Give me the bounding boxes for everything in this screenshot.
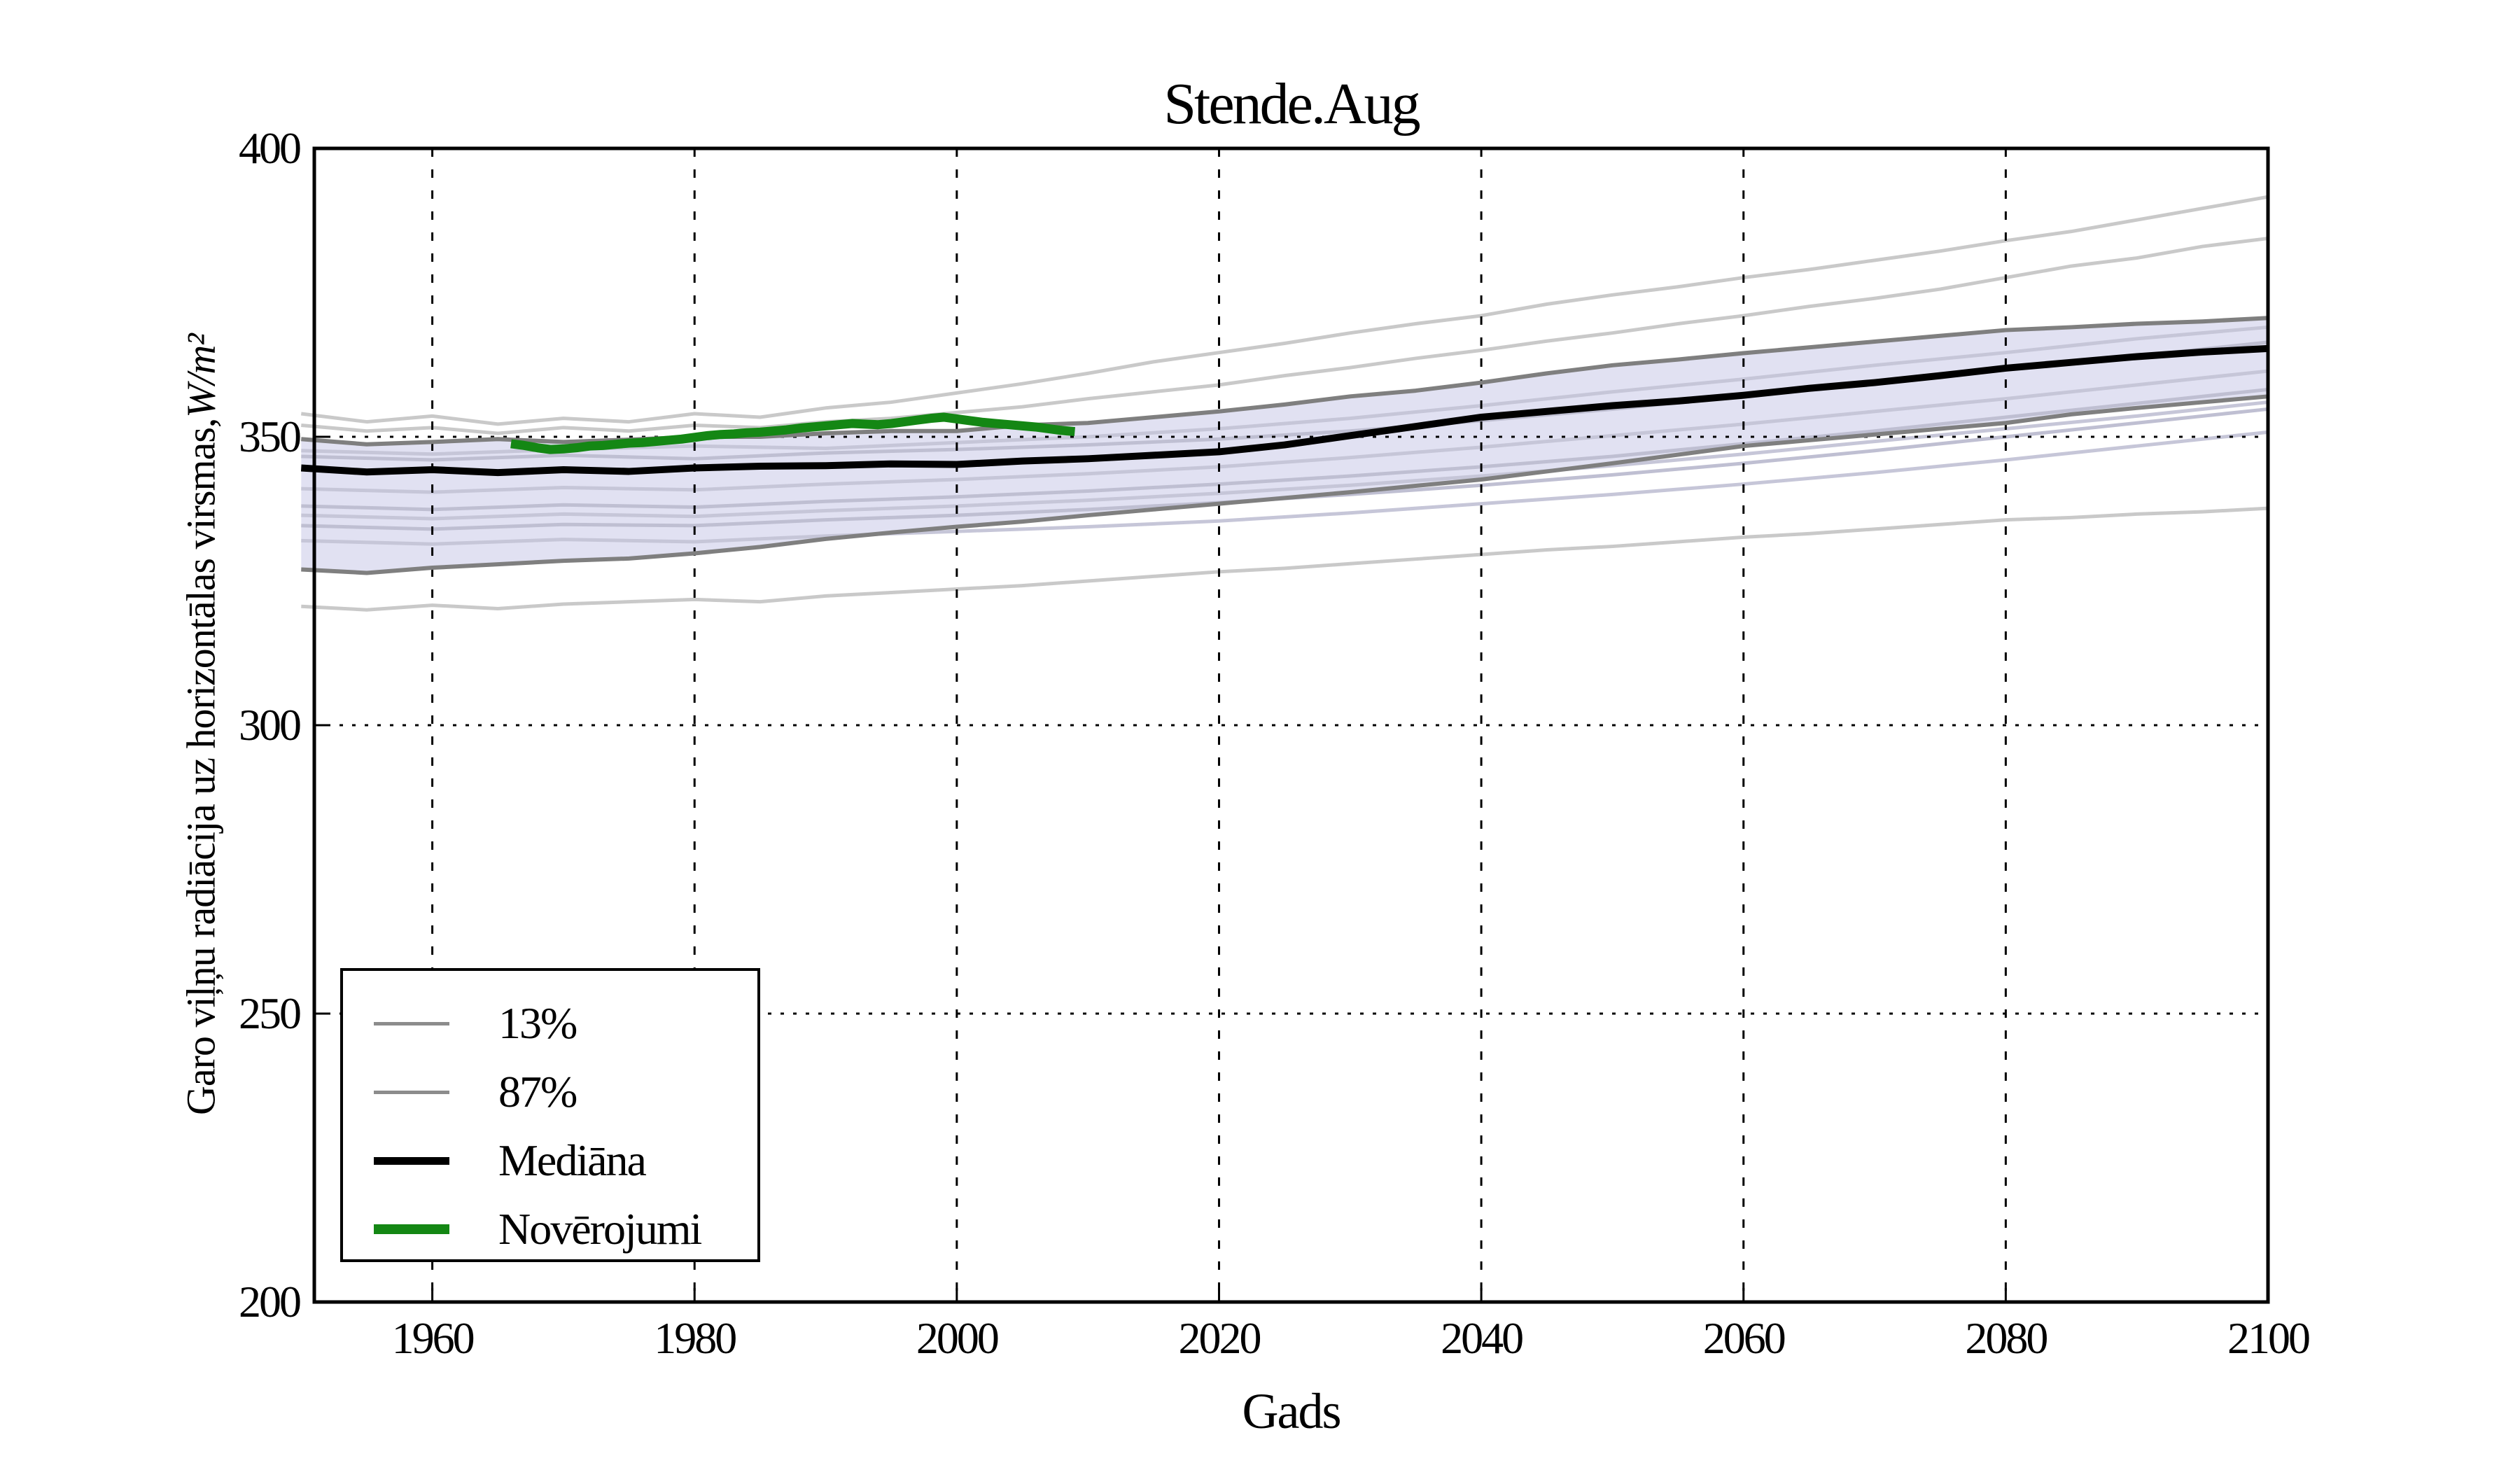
ensemble-line-inside — [301, 387, 2269, 512]
y-tick-label-250: 250 — [239, 988, 302, 1038]
y-tick-label-300: 300 — [239, 700, 302, 750]
x-tick-label-2060: 2060 — [1702, 1313, 1786, 1363]
ensemble-line-inside — [301, 325, 2269, 456]
x-tick-label-1980: 1980 — [654, 1313, 737, 1363]
x-axis-label: Gads — [1242, 1383, 1342, 1439]
y-tick-label-400: 400 — [239, 123, 302, 173]
ensemble-line-outside — [300, 195, 2269, 426]
ensemble-line-inside — [301, 430, 2269, 546]
x-tick-label-2020: 2020 — [1178, 1313, 1261, 1363]
legend: 13% 87% Mediāna Novērojumi — [340, 968, 760, 1262]
x-tick-label-1960: 1960 — [391, 1313, 475, 1363]
ensemble-line-inside — [301, 369, 2269, 494]
x-tick-label-2100: 2100 — [2227, 1313, 2311, 1363]
legend-label-87pct: 87% — [498, 1067, 578, 1116]
legend-line-87pct-icon — [374, 1090, 449, 1094]
legend-line-mediana-icon — [374, 1156, 449, 1165]
legend-label-13pct: 13% — [498, 998, 578, 1048]
y-axis-label: Garo viļņu radiācija uz horizontālas vir… — [162, 147, 239, 1302]
legend-item-13pct: 13% — [374, 989, 757, 1058]
median-line — [300, 344, 2269, 477]
ensemble-line-outside — [301, 237, 2269, 435]
legend-item-87pct: 87% — [374, 1058, 757, 1126]
legend-line-13pct-icon — [374, 1021, 449, 1026]
percentile-13-line — [301, 394, 2269, 575]
y-axis-label-unit: W/m² — [178, 334, 224, 419]
legend-label-mediana: Mediāna — [498, 1135, 647, 1185]
legend-item-noverojumi: Novērojumi — [374, 1195, 757, 1264]
observations-line — [510, 412, 1075, 454]
y-axis-label-text: Garo viļņu radiācija uz horizontālas vir… — [178, 418, 224, 1115]
x-tick-label-2000: 2000 — [916, 1313, 1000, 1363]
y-tick-label-200: 200 — [239, 1277, 302, 1326]
x-tick-label-2040: 2040 — [1441, 1313, 1524, 1363]
y-tick-label-350: 350 — [239, 412, 302, 461]
x-tick-label-2080: 2080 — [1965, 1313, 2048, 1363]
legend-line-noverojumi-icon — [374, 1224, 449, 1234]
legend-label-noverojumi: Novērojumi — [498, 1204, 702, 1254]
ensemble-line-inside — [301, 400, 2269, 521]
legend-item-mediana: Mediāna — [374, 1126, 757, 1195]
chart-title: Stende.Aug — [1163, 71, 1420, 136]
ensemble-line-outside — [301, 506, 2269, 612]
